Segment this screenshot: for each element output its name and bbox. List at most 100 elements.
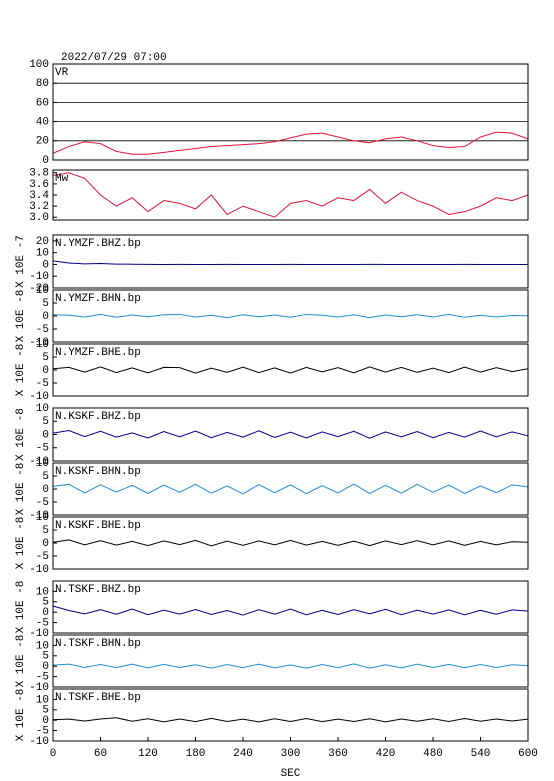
panel-frame — [52, 234, 529, 289]
series-label: VR — [55, 67, 69, 79]
trace — [52, 313, 529, 319]
panel-frame — [52, 462, 529, 516]
trace — [52, 131, 529, 155]
y-axis-label: X 10E -8 — [15, 517, 27, 570]
panel-frame — [52, 516, 529, 570]
y-tick-label: 5 — [42, 352, 49, 364]
series-label: N.KSKF.BHN.bp — [55, 466, 141, 478]
y-tick-label: -5 — [36, 618, 49, 630]
series-label: N.YMZF.BHE.bp — [55, 347, 141, 359]
series-label: N.TSKF.BHN.bp — [55, 638, 141, 650]
y-tick-label: 10 — [36, 458, 49, 470]
y-tick-label: -10 — [29, 736, 49, 748]
y-tick-label: -10 — [29, 456, 49, 468]
y-tick-label: -10 — [29, 271, 49, 283]
x-tick-label: 180 — [186, 748, 206, 760]
y-tick-label: -10 — [29, 337, 49, 349]
y-tick-label: -5 — [36, 672, 49, 684]
y-tick-label: 10 — [36, 640, 49, 652]
y-tick-label: 3.4 — [29, 190, 49, 202]
trace — [52, 430, 529, 439]
x-tick-label: 540 — [471, 748, 491, 760]
y-tick-label: 5 — [42, 705, 49, 717]
y-tick-label: 5 — [42, 298, 49, 310]
trace — [52, 605, 529, 616]
y-tick-label: 5 — [42, 597, 49, 609]
series-label: N.YMZF.BHN.bp — [55, 293, 141, 305]
trace — [52, 539, 529, 547]
x-axis-label: SEC — [281, 768, 301, 780]
series-label: N.KSKF.BHZ.bp — [55, 411, 141, 423]
series-label: N.TSKF.BHZ.bp — [55, 584, 141, 596]
panel-frame — [52, 63, 529, 161]
y-axis-label: X 10E -8 — [15, 463, 27, 516]
y-tick-label: -10 — [29, 391, 49, 403]
panel-frame — [52, 289, 529, 343]
y-tick-label: 60 — [36, 97, 49, 109]
x-tick-label: 600 — [518, 748, 538, 760]
y-tick-label: -10 — [29, 682, 49, 694]
y-axis-label: X 10E -8 — [15, 290, 27, 343]
y-tick-label: 0 — [42, 484, 49, 496]
y-tick-label: 10 — [36, 339, 49, 351]
trace — [52, 172, 529, 218]
x-tick-label: 240 — [233, 748, 253, 760]
y-tick-label: 20 — [36, 136, 49, 148]
y-tick-label: 0 — [42, 715, 49, 727]
y-tick-label: 0 — [42, 365, 49, 377]
y-tick-label: 0 — [42, 661, 49, 673]
panel-frame — [52, 169, 529, 221]
x-tick-label: 0 — [50, 748, 57, 760]
y-tick-label: 3.8 — [29, 168, 49, 180]
y-tick-label: -5 — [36, 497, 49, 509]
x-tick-label: 360 — [328, 748, 348, 760]
trace — [52, 483, 529, 495]
y-tick-label: 10 — [36, 586, 49, 598]
y-tick-label: 80 — [36, 78, 49, 90]
y-tick-label: -10 — [29, 510, 49, 522]
y-axis-label: X 10E -8 — [15, 408, 27, 461]
y-tick-label: 5 — [42, 471, 49, 483]
x-tick-label: 300 — [281, 748, 301, 760]
y-tick-label: -5 — [36, 726, 49, 738]
x-tick-label: 60 — [94, 748, 107, 760]
y-tick-label: 0 — [42, 429, 49, 441]
trace — [52, 366, 529, 374]
y-tick-label: -5 — [36, 324, 49, 336]
y-axis-label: X 10E -8 — [15, 581, 27, 634]
y-tick-label: 5 — [42, 525, 49, 537]
y-tick-label: -5 — [36, 443, 49, 455]
y-tick-label: 0 — [42, 155, 49, 167]
y-axis-label: X 10E -8 — [15, 689, 27, 742]
y-tick-label: 5 — [42, 651, 49, 663]
y-tick-label: -5 — [36, 551, 49, 563]
y-axis-label: X 10E -8 — [15, 635, 27, 688]
series-label: N.TSKF.BHE.bp — [55, 692, 141, 704]
y-tick-label: 10 — [36, 248, 49, 260]
y-tick-label: 3.6 — [29, 179, 49, 191]
y-tick-label: 100 — [29, 59, 49, 71]
panel-frame — [52, 407, 529, 462]
y-tick-label: -10 — [29, 564, 49, 576]
series-label: N.YMZF.BHZ.bp — [55, 238, 141, 250]
trace — [52, 663, 529, 669]
y-tick-label: 3.2 — [29, 201, 49, 213]
series-label: Mw — [55, 173, 69, 185]
y-tick-label: 5 — [42, 416, 49, 428]
y-tick-label: 10 — [36, 694, 49, 706]
panel-frame — [52, 343, 529, 397]
y-tick-label: 20 — [36, 236, 49, 248]
x-tick-label: 480 — [423, 748, 443, 760]
y-tick-label: -10 — [29, 628, 49, 640]
y-tick-label: -20 — [29, 283, 49, 295]
y-tick-label: 0 — [42, 311, 49, 323]
y-tick-label: 0 — [42, 538, 49, 550]
y-axis-label: X 10E -7 — [15, 235, 27, 288]
panel-frame — [52, 634, 529, 688]
panel-frame — [52, 580, 529, 634]
y-tick-label: 3.0 — [29, 212, 49, 224]
y-tick-label: 10 — [36, 403, 49, 415]
